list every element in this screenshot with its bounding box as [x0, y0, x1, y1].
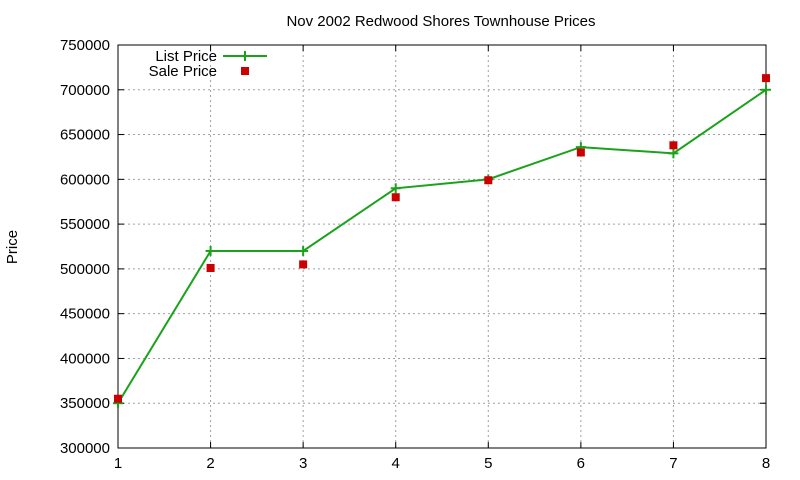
y-tick-label: 300000 [60, 440, 110, 457]
list-price-point [390, 183, 401, 194]
list-price-point [205, 245, 216, 256]
y-tick-label: 450000 [60, 306, 110, 323]
y-tick-label: 400000 [60, 350, 110, 367]
list-price-point [668, 148, 679, 159]
y-tick-label: 700000 [60, 82, 110, 99]
sale-price-point [669, 141, 678, 150]
x-tick-label: 8 [762, 455, 770, 472]
list-price-point [761, 84, 771, 95]
list-price-line [117, 88, 767, 404]
x-tick-label: 5 [484, 455, 492, 472]
y-tick-label: 350000 [60, 395, 110, 412]
x-tick-label: 3 [299, 455, 307, 472]
y-tick-label: 550000 [60, 216, 110, 233]
sale-price-point [206, 263, 215, 272]
sale-price-point [391, 193, 400, 202]
y-tick-label: 500000 [60, 261, 110, 278]
y-tick-label: 650000 [60, 127, 110, 144]
x-tick-label: 6 [577, 455, 585, 472]
sale-price-point [484, 176, 493, 185]
legend-label-sale-price: Sale Price [149, 63, 217, 80]
legend-swatch-sale-price [241, 67, 249, 75]
sale-price-point [762, 74, 770, 83]
sale-price-point [299, 260, 308, 269]
chart-title: Nov 2002 Redwood Shores Townhouse Prices [286, 13, 595, 30]
list-price-point [298, 245, 309, 256]
grid-lines [118, 45, 766, 448]
x-tick-label: 4 [392, 455, 400, 472]
y-tick-label: 600000 [60, 171, 110, 188]
x-tick-label: 2 [206, 455, 214, 472]
sale-price-point [114, 394, 122, 403]
plot-frame [117, 44, 767, 449]
x-tick-label: 1 [114, 455, 122, 472]
y-axis-label: Price [4, 230, 21, 264]
legend-label-list-price: List Price [155, 48, 217, 65]
axis-ticks: 300000 350000 400000 450000 500000 550000 6000… [60, 37, 770, 472]
x-tick-label: 7 [669, 455, 677, 472]
series-layer [113, 74, 771, 409]
y-tick-label: 750000 [60, 37, 110, 54]
sale-price-point [576, 148, 585, 157]
